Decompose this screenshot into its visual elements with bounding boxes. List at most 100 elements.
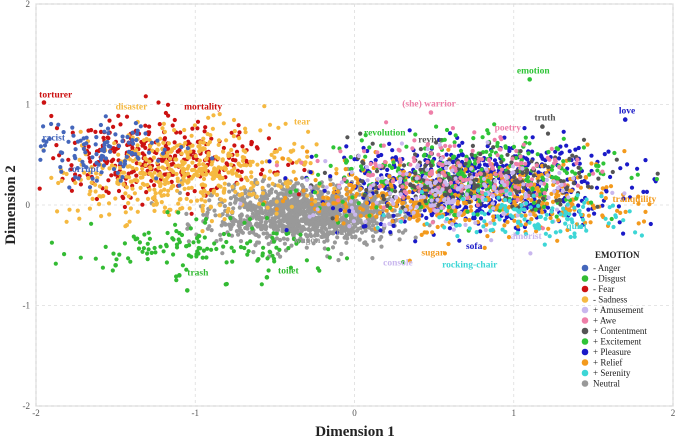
- point-neutral: [273, 225, 278, 230]
- point-amusement: [504, 192, 509, 197]
- point-neutral: [204, 212, 209, 217]
- point-relief: [352, 184, 357, 189]
- point-awe: [534, 163, 539, 168]
- point-serenity: [515, 230, 520, 235]
- point-sadness: [204, 156, 209, 161]
- point-relief: [512, 218, 517, 223]
- point-anger: [75, 166, 80, 171]
- point-relief: [293, 177, 298, 182]
- point-relief: [335, 189, 340, 194]
- point-contentment: [418, 147, 423, 152]
- legend-swatch-disgust: [581, 275, 589, 282]
- point-neutral: [251, 250, 256, 255]
- point-neutral: [396, 229, 402, 234]
- point-relief: [520, 189, 526, 194]
- annotation-fear: mortality: [184, 103, 222, 113]
- point-fear: [173, 153, 178, 158]
- point-pleasure: [492, 158, 498, 163]
- point-disgust: [238, 245, 244, 250]
- point-anger: [70, 125, 75, 130]
- point-amusement: [538, 181, 543, 186]
- point-neutral: [358, 218, 363, 223]
- point-contentment: [578, 174, 583, 179]
- point-awe: [519, 161, 524, 166]
- point-contentment: [577, 170, 582, 176]
- point-anger: [75, 139, 81, 144]
- point-neutral: [242, 197, 247, 202]
- point-disgust: [274, 231, 279, 236]
- point-anger: [108, 149, 113, 154]
- point-anger: [154, 176, 159, 181]
- legend-swatch-neutral: [581, 380, 589, 387]
- point-excitement: [573, 171, 578, 176]
- point-disgust: [277, 247, 282, 252]
- point-amusement: [552, 189, 557, 194]
- point-relief: [442, 251, 447, 256]
- point-contentment: [418, 167, 423, 172]
- point-anger: [111, 167, 117, 172]
- point-sadness: [237, 136, 242, 141]
- point-sadness: [101, 193, 106, 199]
- annotation-awe: (she) warrior: [402, 99, 456, 110]
- legend-swatch-awe: [581, 317, 589, 324]
- point-serenity: [577, 208, 582, 213]
- point-neutral: [201, 212, 206, 217]
- point-serenity: [482, 219, 487, 224]
- point-excitement: [350, 195, 355, 200]
- point-neutral: [370, 223, 376, 228]
- point-pleasure: [627, 195, 633, 200]
- point-amusement: [464, 185, 469, 190]
- point-contentment: [417, 202, 422, 207]
- point-disgust: [165, 210, 170, 215]
- point-pleasure: [577, 161, 582, 166]
- point-neutral: [363, 240, 368, 245]
- annotation-awe: poetry: [495, 124, 522, 134]
- point-neutral: [314, 221, 319, 226]
- point-awe: [575, 157, 580, 162]
- point-sadness: [165, 192, 170, 198]
- point-amusement: [545, 173, 550, 178]
- point-sadness: [180, 167, 185, 172]
- point-sadness: [275, 172, 280, 177]
- annotation-neutral: curtain: [323, 228, 353, 238]
- point-anger: [44, 139, 49, 144]
- point-neutral: [369, 227, 375, 232]
- point-awe: [474, 172, 480, 177]
- point-sadness: [203, 183, 208, 188]
- point-serenity: [519, 203, 524, 208]
- point-awe: [440, 170, 445, 175]
- point-disgust: [203, 220, 208, 225]
- point-amusement: [489, 238, 494, 243]
- point-relief: [344, 187, 349, 192]
- point-amusement: [434, 179, 439, 184]
- point-amusement: [323, 159, 328, 164]
- point-sadness: [132, 191, 137, 196]
- point-excitement: [503, 145, 508, 150]
- point-neutral: [359, 230, 365, 235]
- point-neutral: [314, 238, 319, 243]
- point-amusement: [398, 192, 403, 197]
- point-sadness: [183, 173, 188, 178]
- point-pleasure: [478, 216, 484, 221]
- point-pleasure: [530, 149, 535, 154]
- point-pleasure: [622, 117, 628, 122]
- point-fear: [69, 188, 74, 193]
- point-disgust: [201, 248, 206, 253]
- point-sadness: [242, 155, 247, 160]
- point-contentment: [499, 160, 504, 165]
- annotation-anger: racist: [42, 134, 66, 144]
- point-contentment: [463, 161, 468, 166]
- point-fear: [140, 202, 145, 207]
- point-sadness: [185, 166, 190, 171]
- point-excitement: [359, 164, 364, 169]
- point-amusement: [485, 140, 490, 145]
- point-disgust: [265, 256, 270, 261]
- point-pleasure: [436, 137, 442, 142]
- point-amusement: [311, 213, 316, 218]
- point-awe: [475, 194, 480, 199]
- point-fear: [98, 129, 104, 134]
- point-amusement: [490, 193, 495, 199]
- point-amusement: [442, 197, 447, 202]
- point-awe: [515, 197, 520, 202]
- point-relief: [512, 194, 517, 199]
